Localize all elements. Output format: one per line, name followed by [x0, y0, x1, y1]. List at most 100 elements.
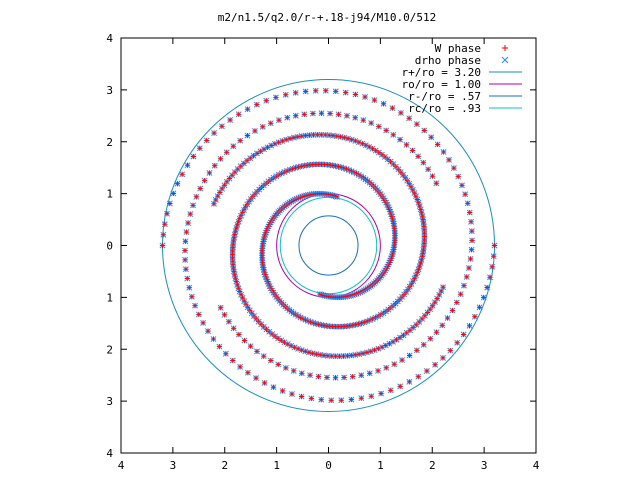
- phase-point: [279, 387, 286, 394]
- phase-point: [302, 316, 309, 323]
- phase-point: [453, 299, 460, 306]
- phase-point: [221, 182, 228, 189]
- phase-point: [415, 373, 422, 380]
- phase-point: [305, 317, 311, 324]
- x-tick-label: 4: [118, 459, 125, 472]
- phase-point: [362, 94, 368, 100]
- phase-point: [185, 220, 192, 226]
- phase-point: [432, 361, 439, 368]
- phase-point: [367, 348, 374, 355]
- phase-point: [244, 132, 251, 139]
- phase-point: [284, 114, 291, 121]
- phase-point: [397, 334, 404, 341]
- x-tick-label: 0: [325, 459, 332, 472]
- phase-point: [309, 110, 316, 117]
- phase-point: [318, 396, 325, 403]
- phase-point: [292, 164, 299, 171]
- phase-point: [247, 155, 254, 162]
- phase-point: [323, 374, 330, 381]
- phase-point: [413, 321, 420, 328]
- phase-point: [348, 136, 355, 143]
- phase-point: [397, 136, 403, 143]
- phase-point: [179, 171, 186, 178]
- radius-circle: [298, 215, 359, 276]
- phase-point: [342, 89, 349, 96]
- phase-point: [290, 367, 297, 374]
- phase-point: [413, 121, 420, 128]
- radius-circle: [276, 193, 381, 298]
- phase-point: [439, 354, 446, 361]
- y-tick-label: 2: [106, 343, 113, 356]
- phase-point: [237, 137, 244, 144]
- phase-point: [335, 111, 342, 118]
- phase-point: [383, 364, 390, 371]
- phase-point: [290, 134, 297, 141]
- phase-point: [232, 275, 239, 282]
- phase-point: [338, 397, 345, 404]
- phase-point: [235, 111, 242, 118]
- phase-point: [418, 256, 425, 263]
- phase-point: [420, 341, 427, 348]
- phase-point: [188, 293, 195, 300]
- legend-label: r-/ro = .57: [408, 90, 481, 103]
- phase-point: [292, 89, 299, 96]
- radius-circle: [162, 79, 495, 412]
- phase-point: [424, 309, 431, 316]
- phase-point: [363, 349, 370, 356]
- phase-point: [259, 123, 266, 130]
- phase-point: [378, 390, 385, 397]
- phase-point: [217, 304, 224, 311]
- phase-point: [210, 200, 217, 207]
- phase-point: [468, 228, 475, 235]
- phase-point: [348, 396, 355, 403]
- phase-point: [275, 117, 282, 124]
- phase-point: [218, 123, 225, 130]
- phase-point: [302, 88, 309, 95]
- y-tick-label: 1: [106, 188, 113, 201]
- phase-point: [397, 383, 404, 390]
- phase-point: [287, 135, 294, 142]
- phase-points: [159, 87, 498, 404]
- phase-point: [368, 393, 375, 400]
- phase-point: [244, 106, 251, 113]
- phase-point: [206, 170, 213, 176]
- phase-point: [193, 193, 200, 200]
- phase-point: [253, 150, 260, 157]
- phase-point: [237, 363, 244, 370]
- phase-point: [383, 127, 390, 134]
- phase-point: [236, 215, 243, 222]
- phase-point: [192, 302, 198, 309]
- phase-point: [465, 265, 472, 271]
- phase-point: [455, 173, 462, 180]
- phase-point: [468, 218, 475, 225]
- phase-point: [375, 123, 382, 130]
- phase-point: [197, 185, 204, 192]
- phase-point: [253, 375, 260, 382]
- y-tick-label: 3: [106, 395, 113, 408]
- x-tick-label: 2: [221, 459, 228, 472]
- y-tick-label: 0: [106, 240, 113, 253]
- phase-point: [230, 143, 237, 150]
- phase-point: [327, 110, 334, 117]
- phase-point: [244, 369, 251, 376]
- phase-point: [267, 357, 274, 364]
- phase-point: [241, 337, 248, 344]
- phase-point: [415, 153, 422, 160]
- phase-point: [366, 370, 373, 377]
- phase-point: [420, 159, 427, 166]
- phase-point: [229, 357, 236, 364]
- phase-point: [161, 221, 168, 228]
- phase-point: [234, 281, 241, 288]
- phase-point: [468, 246, 475, 253]
- phase-point: [490, 253, 497, 260]
- phase-point: [444, 315, 451, 321]
- phase-point: [427, 335, 434, 342]
- phase-point: [413, 347, 420, 354]
- x-tick-label: 3: [170, 459, 177, 472]
- phase-point: [459, 182, 465, 189]
- x-tick-label: 1: [377, 459, 384, 472]
- phase-point: [391, 361, 398, 368]
- phase-point: [200, 319, 207, 326]
- phase-point: [235, 218, 242, 225]
